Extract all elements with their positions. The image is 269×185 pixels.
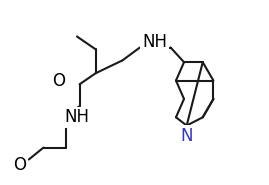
- Text: N: N: [180, 127, 193, 145]
- Text: O: O: [13, 156, 26, 174]
- Text: NH: NH: [142, 33, 167, 51]
- Text: O: O: [52, 73, 65, 90]
- Text: NH: NH: [65, 108, 90, 126]
